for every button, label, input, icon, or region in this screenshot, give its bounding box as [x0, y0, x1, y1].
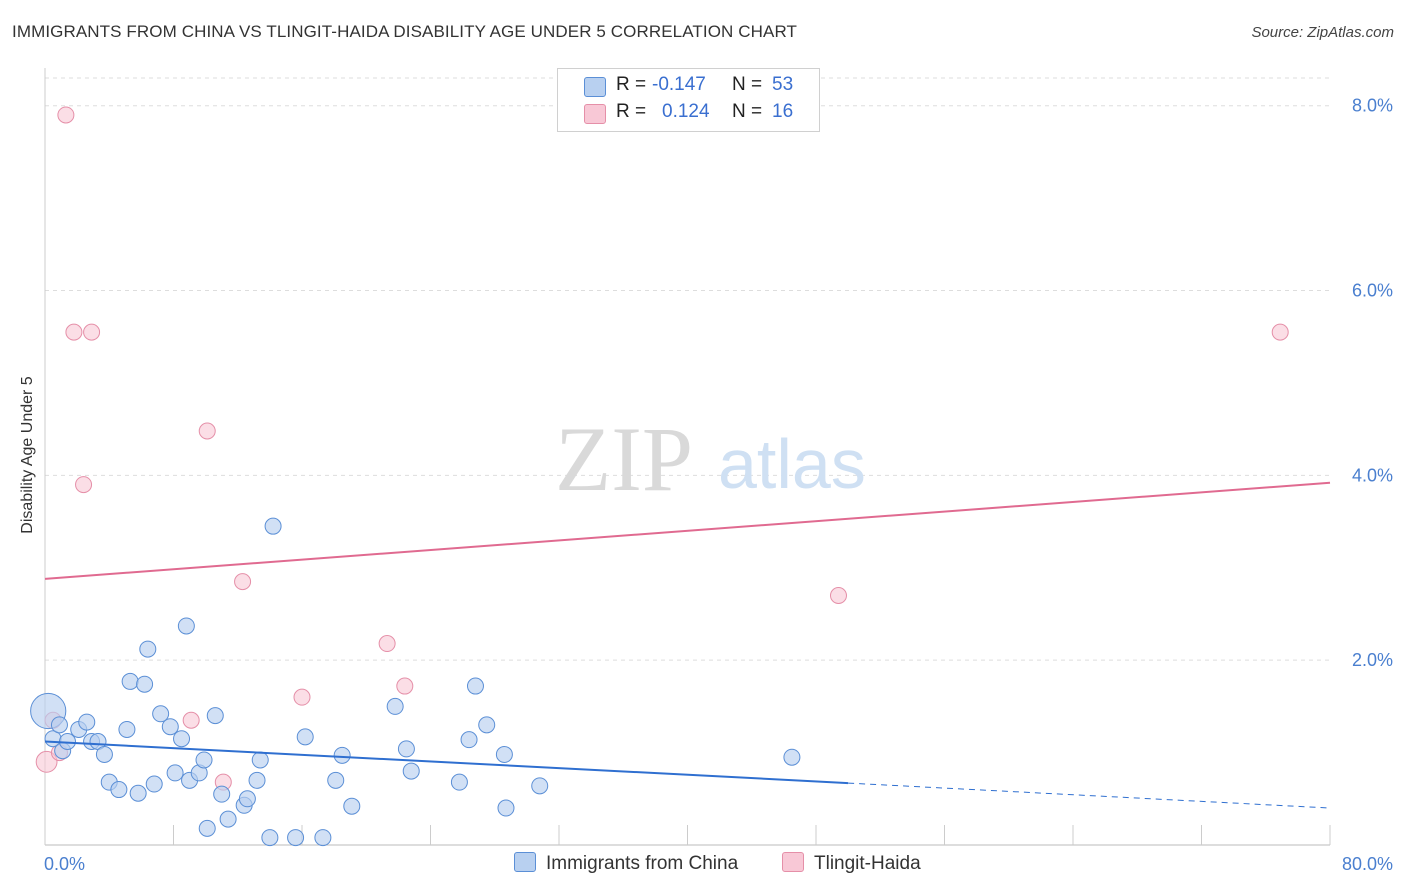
china-point: [261, 829, 279, 847]
china-point: [177, 617, 195, 635]
bottom-swatch-tlingit: [782, 852, 804, 872]
china-trend-line: [44, 740, 849, 785]
tlingit-haida-point: [65, 323, 83, 341]
china-point: [195, 751, 213, 769]
legend-n-label: N =: [732, 101, 763, 122]
y-tick-label: 4.0%: [1352, 465, 1393, 485]
china-point: [95, 745, 113, 763]
china-point: [78, 713, 96, 731]
china-point: [50, 716, 68, 734]
china-point: [173, 730, 191, 748]
tlingit-haida-point: [293, 688, 311, 706]
china-point: [166, 764, 184, 782]
china-point: [264, 517, 282, 535]
bottom-legend-china-label: Immigrants from China: [546, 853, 739, 874]
china-points: [30, 517, 801, 847]
tlingit-haida-point: [198, 422, 216, 440]
tlingit-haida-point: [396, 677, 414, 695]
x-tick-label-max: 80.0%: [1342, 854, 1393, 874]
legend-swatch-tlingit: [584, 104, 606, 124]
china-point: [343, 797, 361, 815]
china-point: [402, 762, 420, 780]
x-tick-label-min: 0.0%: [44, 854, 85, 874]
legend-r-value-china: -0.147: [652, 74, 706, 95]
bottom-legend-china: Immigrants from China: [514, 852, 738, 875]
tlingit-haida-point: [35, 750, 58, 773]
tlingit-haida-point: [829, 586, 847, 604]
china-point: [460, 731, 478, 749]
tlingit-haida-point: [1271, 323, 1289, 341]
legend-r-value-tlingit: 0.124: [662, 101, 710, 122]
source-label: Source: ZipAtlas.com: [1251, 24, 1394, 41]
china-point: [450, 773, 468, 791]
china-point: [110, 781, 128, 799]
china-point: [129, 784, 147, 802]
china-point: [397, 740, 415, 758]
china-point: [478, 716, 496, 734]
china-point: [118, 720, 136, 738]
bottom-legend-tlingit: Tlingit-Haida: [782, 852, 921, 875]
correlation-legend: R = -0.147 N = 53 R = 0.124 N = 16: [557, 68, 820, 132]
tlingit-haida-points: [35, 106, 1289, 791]
y-tick-label: 2.0%: [1352, 650, 1393, 670]
china-point: [198, 819, 216, 837]
y-tick-label: 6.0%: [1352, 281, 1393, 301]
y-tick-label: 8.0%: [1352, 96, 1393, 116]
grid-lines: [45, 77, 1330, 661]
china-point: [783, 748, 801, 766]
tlingit-haida-point: [182, 711, 200, 729]
china-point: [333, 746, 351, 764]
china-point: [296, 728, 314, 746]
china-point: [314, 829, 332, 847]
china-point: [145, 775, 163, 793]
china-point: [136, 675, 154, 693]
watermark: ZIP atlas: [555, 408, 866, 510]
tlingit-haida-point: [234, 573, 252, 591]
legend-n-value-china: 53: [772, 74, 794, 95]
china-point: [238, 790, 256, 808]
china-point: [139, 640, 157, 658]
china-point: [248, 771, 266, 789]
tlingit-haida-point: [57, 106, 75, 124]
china-point: [497, 799, 515, 817]
china-point: [152, 705, 170, 723]
china-point: [251, 751, 269, 769]
legend-n-value-tlingit: 16: [772, 101, 794, 122]
china-point: [327, 771, 345, 789]
tlingit-haida-point: [83, 323, 101, 341]
legend-n-label: N =: [732, 74, 763, 95]
trend-lines: [44, 481, 1331, 809]
china-point: [287, 829, 305, 847]
china-point: [161, 718, 179, 736]
legend-swatch-china: [584, 77, 606, 97]
tlingit-haida-point: [75, 476, 93, 494]
china-point: [466, 677, 484, 695]
watermark-zip: ZIP: [555, 408, 693, 510]
china-point: [206, 707, 224, 725]
bottom-legend-tlingit-label: Tlingit-Haida: [814, 853, 921, 874]
tick-labels: 2.0% 4.0% 6.0% 8.0% 0.0% 80.0%: [44, 96, 1393, 874]
watermark-atlas: atlas: [718, 425, 866, 503]
china-point: [121, 672, 139, 690]
chart-title: IMMIGRANTS FROM CHINA VS TLINGIT-HAIDA D…: [12, 22, 797, 41]
legend-r-label: R =: [616, 101, 647, 122]
legend-r-label: R =: [616, 74, 647, 95]
china-point: [531, 777, 549, 795]
china-point: [386, 697, 404, 715]
china-point: [219, 810, 237, 828]
bottom-swatch-china: [514, 852, 536, 872]
china-point: [213, 785, 231, 803]
china-point: [495, 745, 513, 763]
china-trend-extension: [848, 782, 1331, 809]
tlingit-haida-point: [378, 635, 396, 653]
tlingit-trend-line: [44, 481, 1331, 580]
